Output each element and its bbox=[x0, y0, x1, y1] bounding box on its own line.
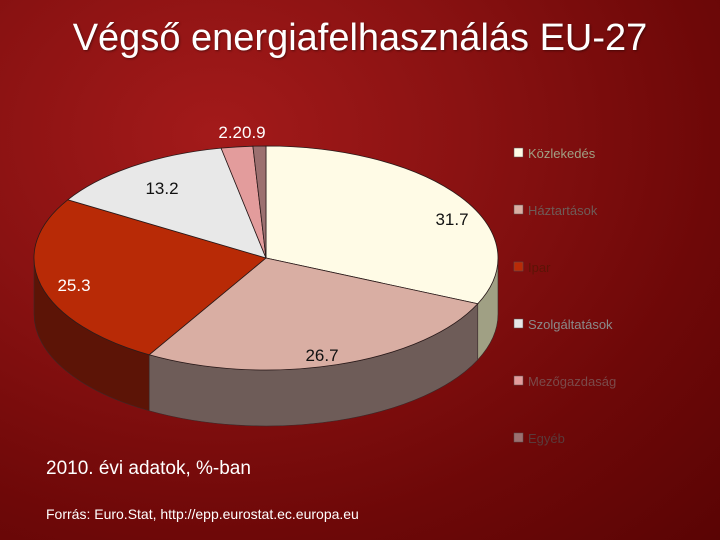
legend-label-1: Háztartások bbox=[528, 203, 598, 218]
pie-slice-5 bbox=[252, 145, 267, 259]
data-label-0: 31.7 bbox=[435, 210, 468, 229]
slide-title: Végső energiafelhasználás EU-27 bbox=[72, 17, 648, 59]
pie-slice-0 bbox=[265, 145, 499, 305]
pie-slice-3 bbox=[66, 147, 267, 259]
legend-swatch-5 bbox=[513, 432, 524, 443]
legend-swatch-3 bbox=[513, 318, 524, 329]
pie-slice-2 bbox=[33, 199, 267, 356]
legend-label-2: Ipar bbox=[528, 260, 551, 275]
data-label-3: 13.2 bbox=[145, 179, 178, 198]
legend-swatch-0 bbox=[513, 147, 524, 158]
legend-swatch-1 bbox=[513, 204, 524, 215]
legend-label-5: Egyéb bbox=[528, 431, 565, 446]
legend-label-4: Mezőgazdaság bbox=[528, 374, 616, 389]
data-label-1: 26.7 bbox=[305, 346, 338, 365]
pie-sides bbox=[33, 257, 499, 427]
legend-swatch-4 bbox=[513, 375, 524, 386]
data-label-small-slices: 2.20.9 bbox=[218, 123, 265, 142]
pie-slice-1 bbox=[148, 257, 479, 371]
legend-label-0: Közlekedés bbox=[528, 146, 596, 161]
data-note: 2010. évi adatok, %-ban bbox=[46, 458, 251, 479]
legend-swatch-2 bbox=[513, 261, 524, 272]
pie-labels: 31.7 26.7 25.3 13.2 2.20.9 bbox=[57, 123, 468, 365]
data-label-2: 25.3 bbox=[57, 276, 90, 295]
legend: Közlekedés Háztartások Ipar Szolgáltatások M… bbox=[513, 146, 616, 446]
pie-slices bbox=[33, 145, 499, 371]
legend-label-3: Szolgáltatások bbox=[528, 317, 613, 332]
source-note: Forrás: Euro.Stat, http://epp.eurostat.e… bbox=[46, 506, 359, 522]
